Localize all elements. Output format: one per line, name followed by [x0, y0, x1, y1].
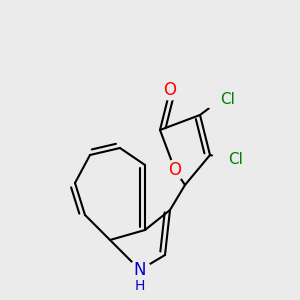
Text: H: H [135, 279, 145, 293]
Ellipse shape [129, 260, 151, 280]
Text: N: N [134, 261, 146, 279]
Text: Cl: Cl [220, 92, 235, 107]
Text: O: O [169, 161, 182, 179]
Ellipse shape [204, 90, 236, 110]
Text: O: O [164, 81, 176, 99]
Ellipse shape [212, 150, 244, 170]
Text: Cl: Cl [228, 152, 243, 167]
Ellipse shape [165, 160, 185, 180]
Ellipse shape [160, 80, 180, 100]
